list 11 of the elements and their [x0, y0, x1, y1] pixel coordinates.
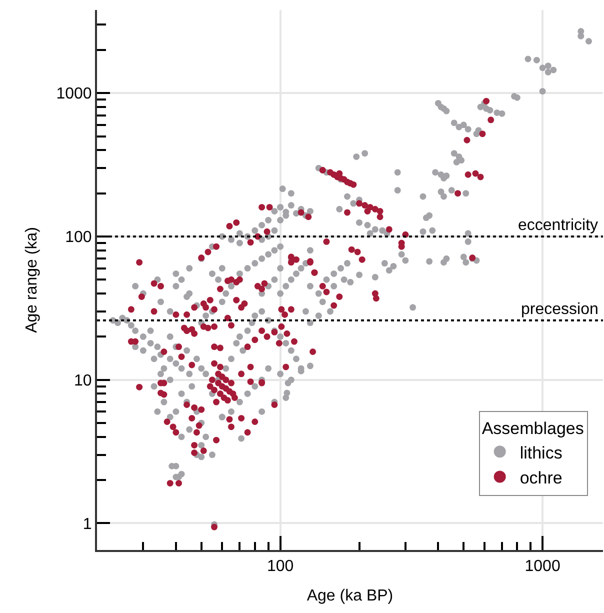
- y-tick-label: 1000: [56, 86, 92, 103]
- y-tick-label: 10: [74, 372, 92, 390]
- ref-line-label: precession: [521, 301, 598, 318]
- ref-line-label: eccentricity: [518, 217, 598, 234]
- legend-title: Assemblages: [482, 419, 584, 438]
- legend-label: lithics: [520, 443, 562, 462]
- y-tick-label: 100: [65, 229, 92, 246]
- y-axis-title: Age range (ka): [24, 227, 41, 333]
- legend-label: ochre: [520, 468, 562, 488]
- x-axis-title: Age (ka BP): [306, 587, 394, 604]
- y-tick-label: 1: [82, 516, 92, 533]
